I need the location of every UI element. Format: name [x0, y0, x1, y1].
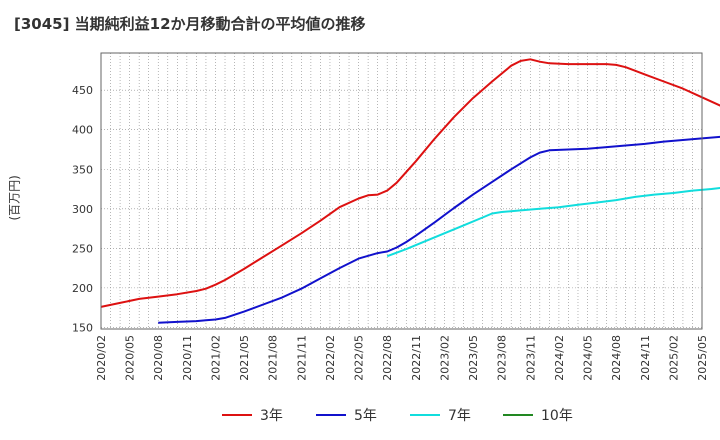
x-tick-label: 2020/11: [181, 335, 194, 381]
y-tick-label: 150: [72, 321, 93, 334]
x-tick-label: 2021/05: [238, 335, 251, 381]
x-tick-label: 2022/08: [381, 335, 394, 381]
x-tick-label: 2020/08: [152, 335, 165, 381]
x-tick-label: 2024/11: [639, 335, 652, 381]
x-tick-label: 2025/05: [696, 335, 709, 381]
x-tick-label: 2023/08: [496, 335, 509, 381]
legend-label-10y: 10年: [541, 408, 573, 424]
legend-label-7y: 7年: [448, 408, 471, 424]
x-tick-label: 2021/08: [267, 335, 280, 381]
y-tick-label: 400: [72, 124, 93, 137]
legend-item-7y: 7年: [410, 404, 471, 426]
x-tick-label: 2022/02: [324, 335, 337, 381]
x-tick-label: 2020/02: [95, 335, 108, 381]
series-line-1: [100, 58, 720, 308]
legend-label-3y: 3年: [260, 408, 283, 424]
chart-title: [3045] 当期純利益12か月移動合計の平均値の推移: [14, 15, 366, 33]
legend: 3年 5年 7年 10年: [0, 404, 720, 426]
legend-item-3y: 3年: [222, 404, 283, 426]
x-tick-label: 2021/11: [295, 335, 308, 381]
x-tick-label: 2024/02: [553, 335, 566, 381]
legend-swatch-5y: [316, 414, 346, 416]
y-axis-ticks: 150 200 250 300 350 400 450: [72, 84, 93, 334]
y-tick-label: 300: [72, 203, 93, 216]
x-tick-label: 2023/05: [467, 335, 480, 381]
x-tick-label: 2025/02: [667, 335, 680, 381]
y-tick-label: 250: [72, 242, 93, 255]
x-tick-label: 2023/02: [438, 335, 451, 381]
x-tick-label: 2020/05: [124, 335, 137, 381]
x-tick-label: 2024/05: [582, 335, 595, 381]
legend-item-10y: 10年: [503, 404, 573, 426]
legend-swatch-3y: [222, 414, 252, 416]
x-axis-ticks: 2020/02 2020/05 2020/08 2020/11 2021/02 2021/…: [95, 335, 709, 381]
plot-frame: [100, 52, 703, 330]
legend-item-5y: 5年: [316, 404, 377, 426]
grid: [101, 53, 702, 329]
x-tick-label: 2024/08: [610, 335, 623, 381]
y-tick-label: 200: [72, 282, 93, 295]
series-lines: [100, 58, 720, 324]
y-tick-label: 350: [72, 163, 93, 176]
legend-label-5y: 5年: [354, 408, 377, 424]
series-line-2: [158, 135, 720, 324]
x-tick-label: 2023/11: [524, 335, 537, 381]
y-tick-label: 450: [72, 84, 93, 97]
x-tick-label: 2021/02: [209, 335, 222, 381]
x-tick-label: 2022/05: [353, 335, 366, 381]
legend-swatch-10y: [503, 414, 533, 416]
series-line-3: [386, 186, 720, 258]
x-tick-label: 2022/11: [410, 335, 423, 381]
legend-swatch-7y: [410, 414, 440, 416]
